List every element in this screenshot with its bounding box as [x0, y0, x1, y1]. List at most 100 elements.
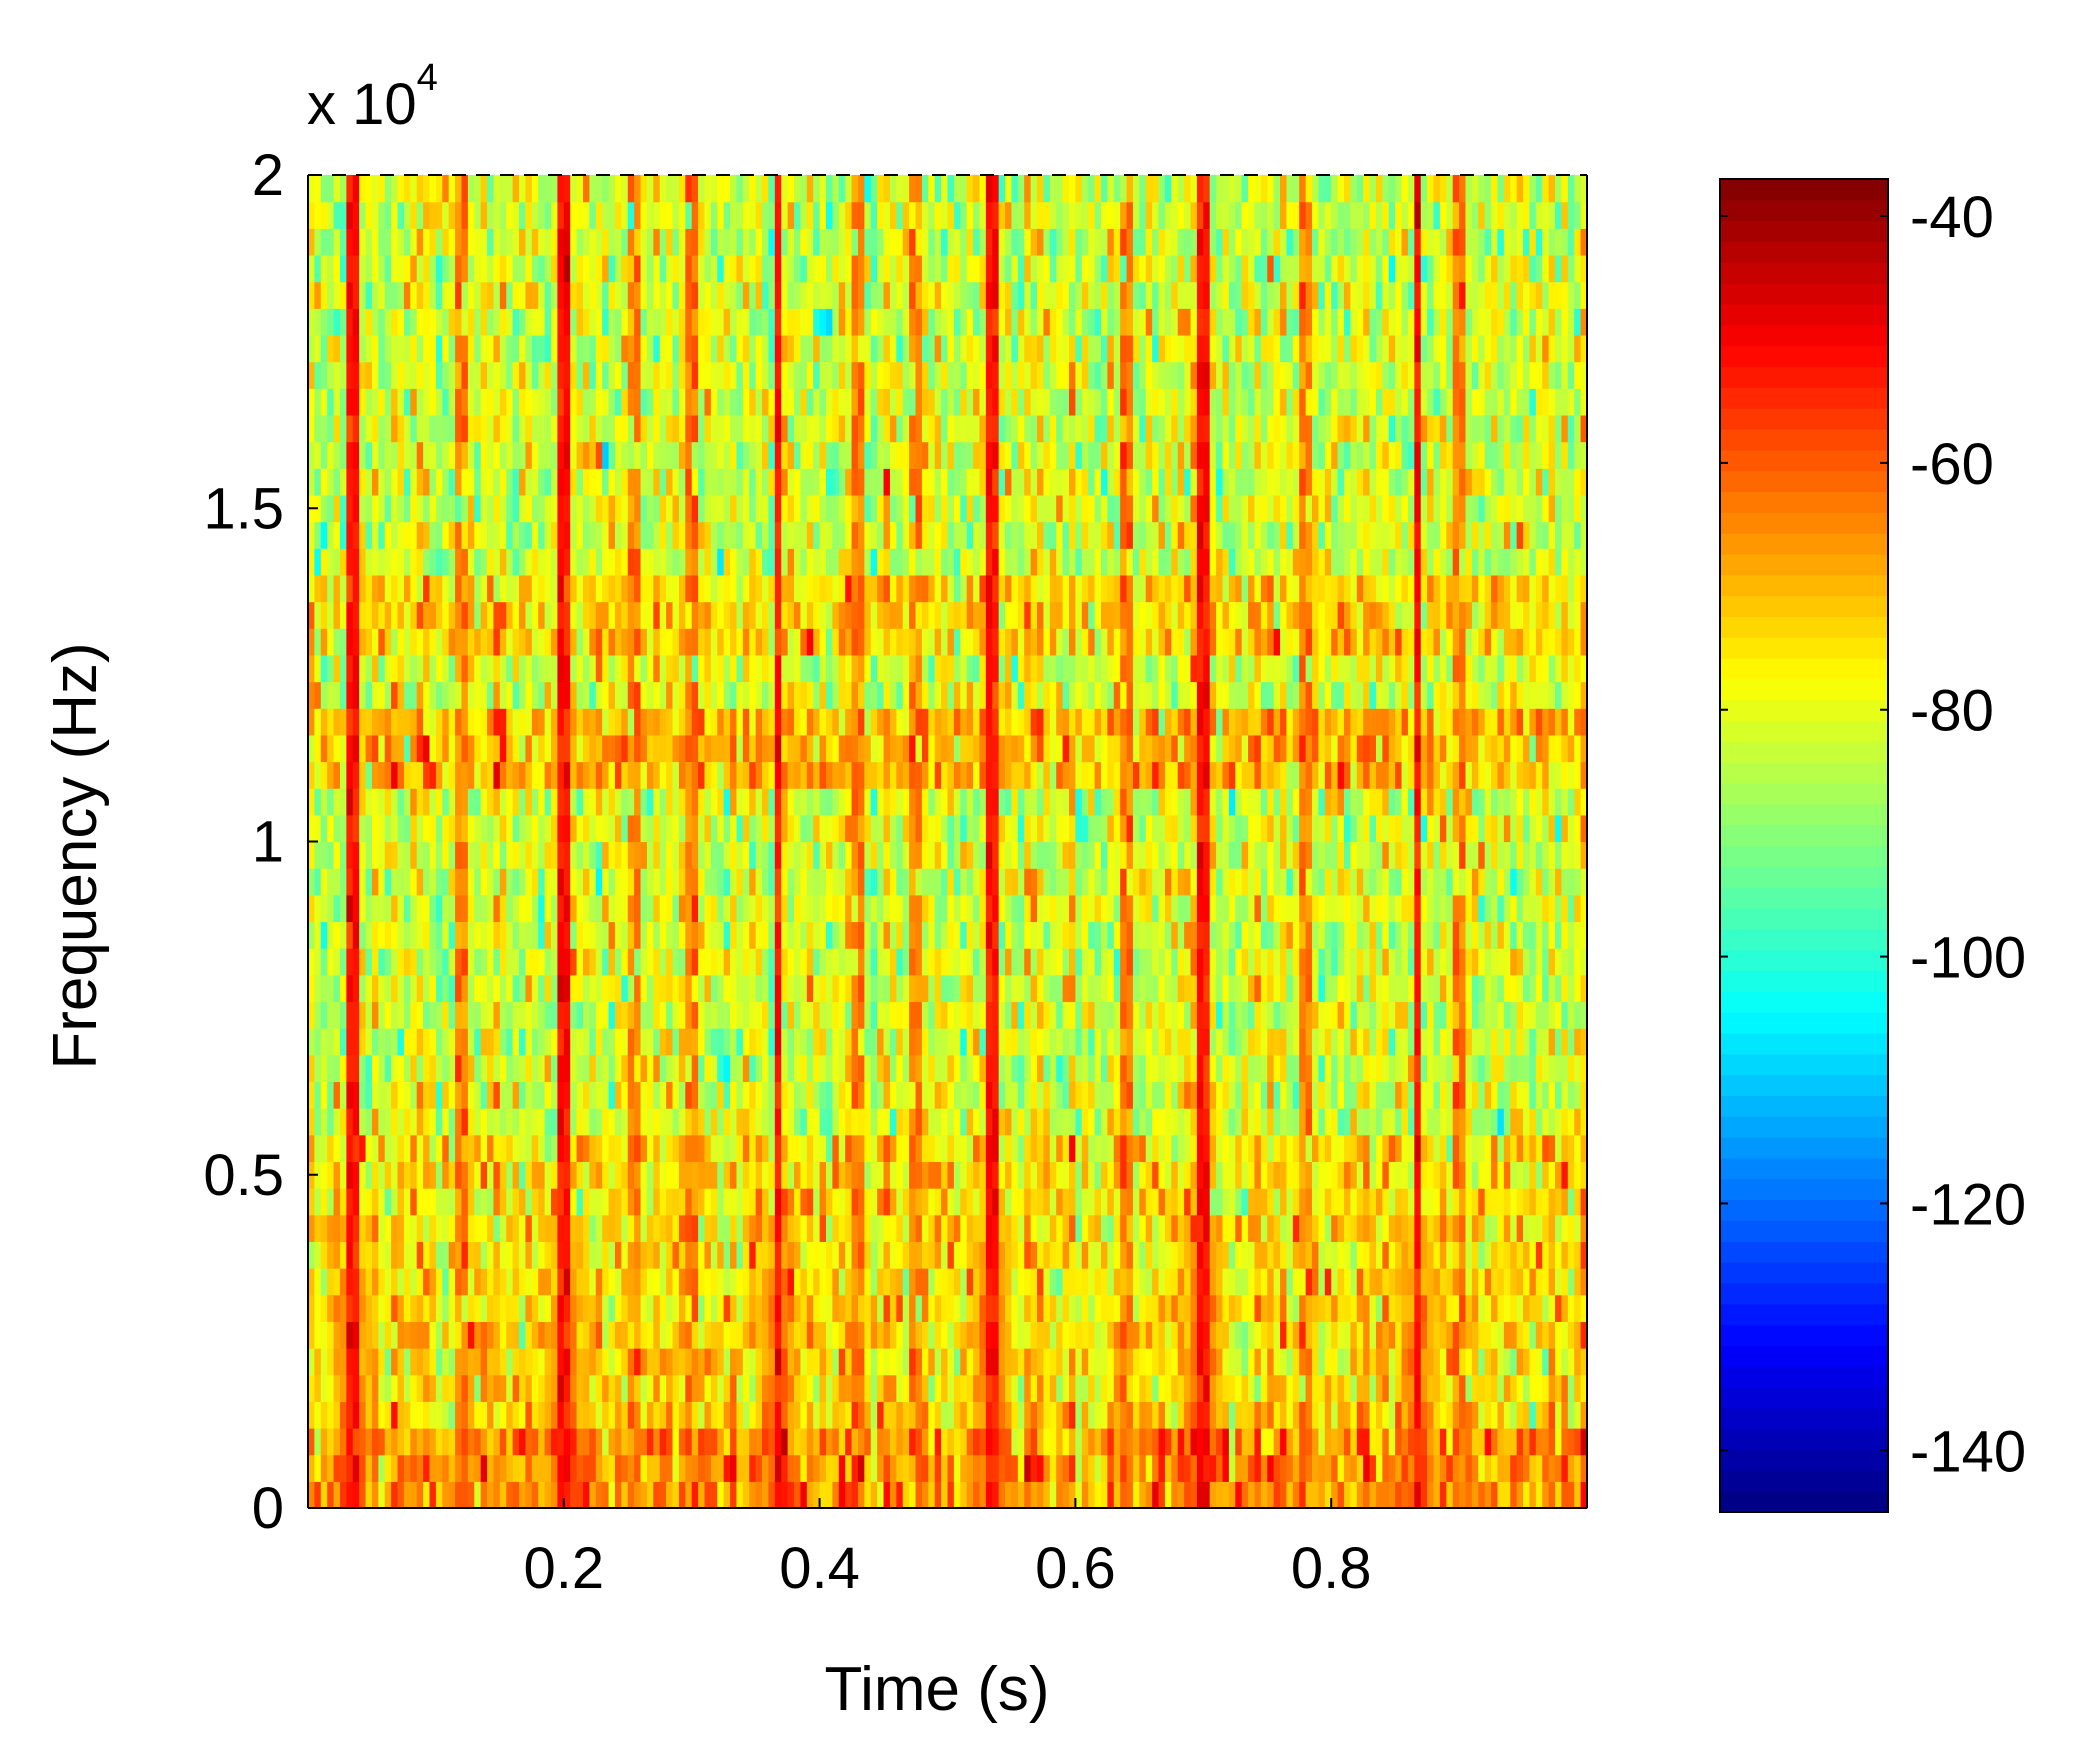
spectrogram-cell: [883, 948, 891, 976]
spectrogram-cell: [928, 681, 936, 709]
spectrogram-cell: [857, 388, 865, 416]
spectrogram-cell: [582, 308, 590, 336]
spectrogram-cell: [730, 388, 738, 416]
spectrogram-cell: [864, 1481, 872, 1509]
spectrogram-cell: [512, 1214, 520, 1242]
spectrogram-cell: [742, 1081, 750, 1109]
spectrogram-cell: [838, 868, 846, 896]
spectrogram-cell: [832, 1161, 840, 1189]
spectrogram-cell: [448, 281, 456, 309]
spectrogram-cell: [889, 868, 897, 896]
spectrogram-cell: [327, 228, 335, 256]
spectrogram-cell: [806, 1134, 814, 1163]
spectrogram-cell: [525, 1214, 533, 1242]
spectrogram-cell: [646, 521, 654, 549]
spectrogram-cell: [909, 414, 917, 443]
spectrogram-cell: [736, 921, 744, 949]
spectrogram-cell: [378, 468, 386, 496]
spectrogram-cell: [819, 1268, 827, 1296]
spectrogram-cell: [538, 894, 546, 923]
spectrogram-cell: [499, 201, 507, 229]
spectrogram-cell: [928, 441, 936, 469]
spectrogram-cell: [698, 601, 706, 629]
spectrogram-cell: [442, 1001, 450, 1029]
spectrogram-cell: [941, 548, 949, 576]
spectrogram-cell: [467, 1428, 475, 1456]
spectrogram-cell: [403, 1001, 411, 1029]
spectrogram-cell: [487, 1428, 495, 1456]
spectrogram-cell: [551, 1134, 558, 1163]
spectrogram-cell: [512, 841, 520, 869]
spectrogram-cell: [736, 548, 744, 576]
spectrogram-cell: [378, 1108, 386, 1136]
spectrogram-cell: [646, 948, 654, 976]
spectrogram-cell: [755, 1348, 763, 1376]
spectrogram-cell: [595, 334, 603, 363]
spectrogram-cell: [678, 414, 686, 443]
spectrogram-cell: [832, 1428, 840, 1456]
spectrogram-cell: [416, 1268, 424, 1296]
spectrogram-cell: [877, 1454, 885, 1482]
spectrogram-cell: [659, 708, 667, 736]
spectrogram-cell: [544, 1108, 552, 1136]
spectrogram-cell: [768, 1481, 776, 1509]
spectrogram-cell: [889, 201, 897, 229]
spectrogram-cell: [698, 921, 706, 949]
spectrogram-cell: [749, 1188, 757, 1216]
spectrogram-cell: [870, 1374, 878, 1402]
spectrogram-cell: [308, 201, 315, 229]
spectrogram-cell: [621, 1188, 629, 1216]
spectrogram-cell: [755, 788, 763, 816]
spectrogram-cell: [813, 628, 821, 656]
spectrogram-cell: [710, 1054, 718, 1083]
spectrogram-cell: [346, 254, 354, 283]
spectrogram-cell: [442, 228, 450, 256]
spectrogram-cell: [921, 1454, 929, 1482]
spectrogram-cell: [519, 494, 527, 523]
spectrogram-cell: [800, 494, 808, 523]
spectrogram-cell: [800, 1001, 808, 1029]
spectrogram-cell: [570, 681, 578, 709]
spectrogram-cell: [857, 334, 865, 363]
spectrogram-cell: [327, 654, 335, 683]
spectrogram-cell: [442, 1054, 450, 1083]
spectrogram-cell: [902, 521, 910, 549]
spectrogram-cell: [678, 681, 686, 709]
spectrogram-cell: [768, 734, 776, 763]
spectrogram-cell: [826, 1454, 833, 1482]
spectrogram-cell: [467, 201, 475, 229]
spectrogram-cell: [755, 494, 763, 523]
spectrogram-cell: [928, 201, 936, 229]
spectrogram-cell: [646, 1054, 654, 1083]
spectrogram-cell: [378, 521, 386, 549]
spectrogram-cell: [813, 334, 821, 363]
spectrogram-cell: [889, 548, 897, 576]
spectrogram-cell: [519, 1054, 527, 1083]
spectrogram-cell: [685, 521, 693, 549]
spectrogram-cell: [902, 1161, 910, 1189]
spectrogram-cell: [768, 1428, 776, 1456]
spectrogram-cell: [921, 1401, 929, 1429]
spectrogram-cell: [595, 1428, 603, 1456]
spectrogram-cell: [838, 441, 846, 469]
spectrogram-cell: [448, 361, 456, 389]
spectrogram-cell: [608, 494, 616, 523]
spectrogram-cell: [487, 1054, 495, 1083]
spectrogram-cell: [570, 1374, 578, 1402]
spectrogram-cell: [845, 1241, 853, 1269]
spectrogram-cell: [794, 1268, 802, 1296]
spectrogram-cell: [787, 521, 795, 549]
spectrogram-cell: [723, 1401, 731, 1429]
spectrogram-cell: [723, 414, 731, 443]
spectrogram-cell: [461, 868, 469, 896]
spectrogram-cell: [602, 1028, 610, 1056]
spectrogram-cell: [621, 921, 629, 949]
spectrogram-cell: [730, 228, 738, 256]
spectrogram-cell: [570, 921, 578, 949]
spectrogram-cell: [672, 1481, 680, 1509]
spectrogram-cell: [742, 468, 750, 496]
spectrogram-cell: [493, 1294, 501, 1322]
spectrogram-cell: [467, 441, 475, 469]
spectrogram-cell: [736, 841, 744, 869]
spectrogram-cell: [877, 1268, 885, 1296]
